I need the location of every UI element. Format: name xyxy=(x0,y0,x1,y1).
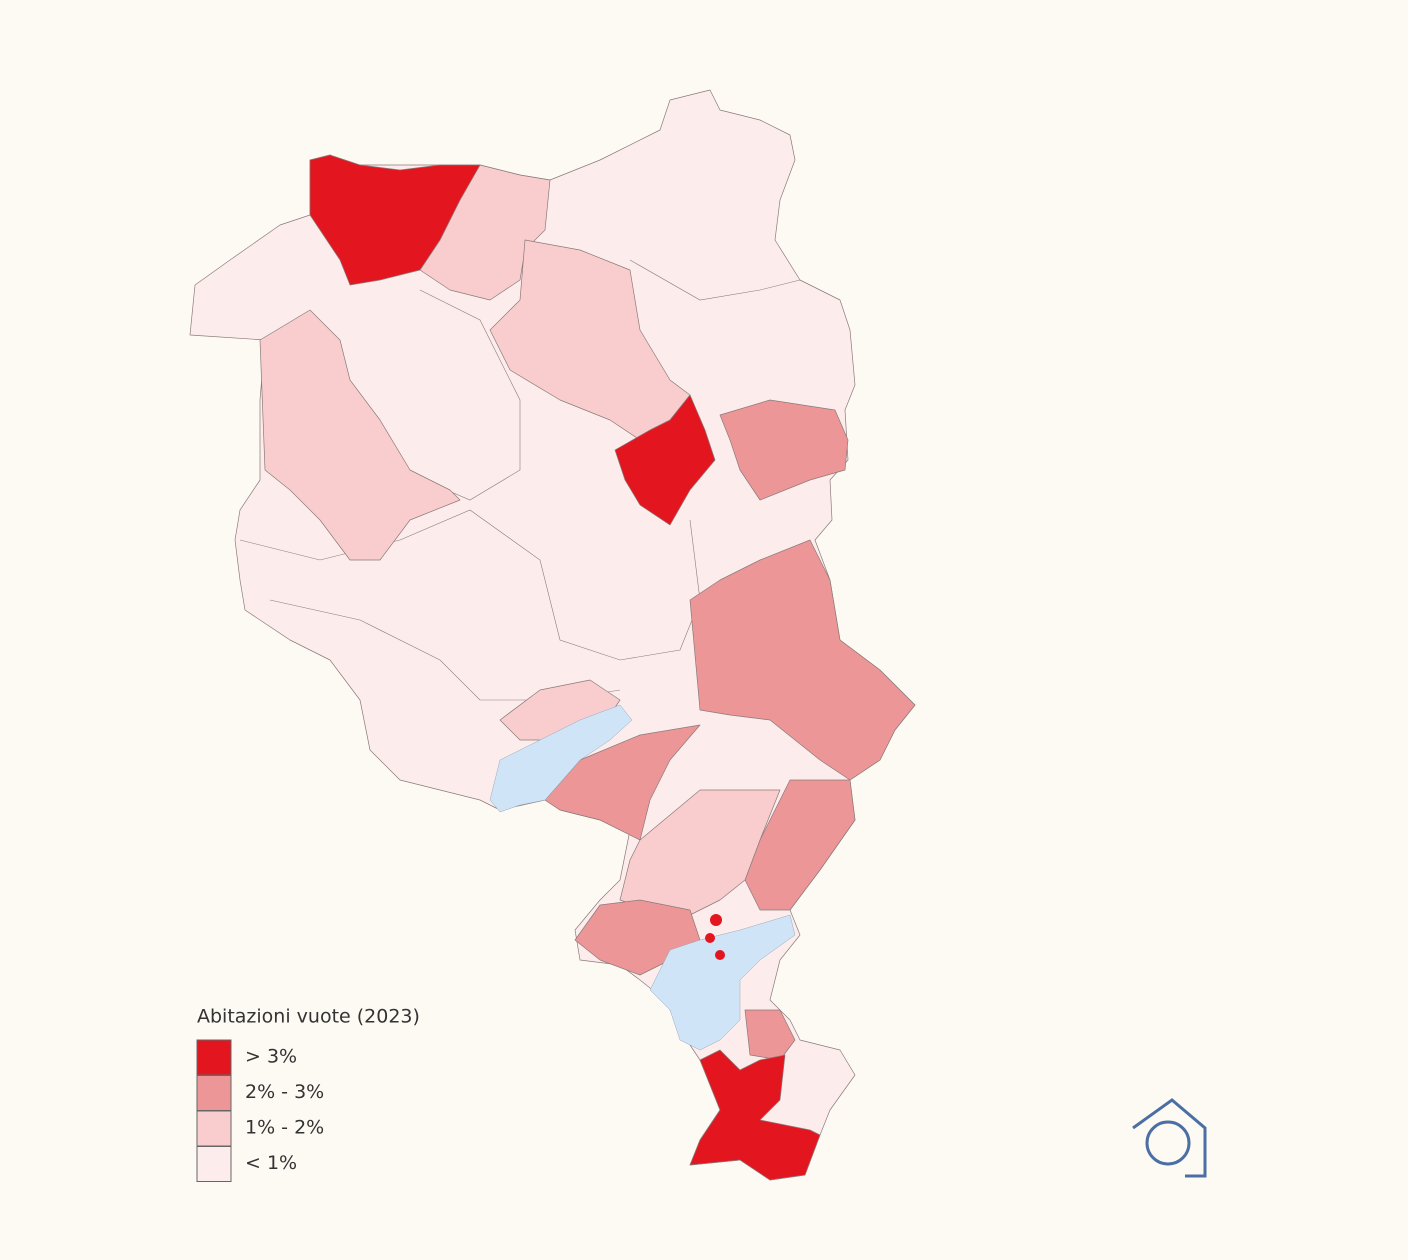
logo xyxy=(1132,1098,1207,1178)
region xyxy=(719,399,849,501)
region xyxy=(614,394,716,526)
lake xyxy=(489,704,633,813)
legend-label: < 1% xyxy=(245,1152,297,1174)
borders xyxy=(629,259,801,301)
legend-title: Abitazioni vuote (2023) xyxy=(197,1006,420,1028)
region xyxy=(689,539,916,781)
region xyxy=(710,914,722,926)
region xyxy=(689,1049,821,1181)
legend-swatch xyxy=(196,1039,232,1076)
regions xyxy=(189,89,916,1181)
legend-swatch xyxy=(196,1110,232,1147)
legend-label: 1% - 2% xyxy=(245,1117,324,1139)
legend-swatch xyxy=(196,1146,232,1182)
region xyxy=(705,933,715,943)
region xyxy=(715,950,725,960)
region xyxy=(744,1009,796,1061)
legend-swatch xyxy=(196,1075,232,1111)
legend: Abitazioni vuote (2023) > 3% 2% - 3% 1% - … xyxy=(196,1006,420,1182)
region xyxy=(309,154,481,286)
legend-label: 2% - 3% xyxy=(245,1081,324,1103)
region xyxy=(544,724,701,841)
region xyxy=(259,309,461,561)
legend-label: > 3% xyxy=(245,1046,297,1068)
region xyxy=(619,789,781,921)
